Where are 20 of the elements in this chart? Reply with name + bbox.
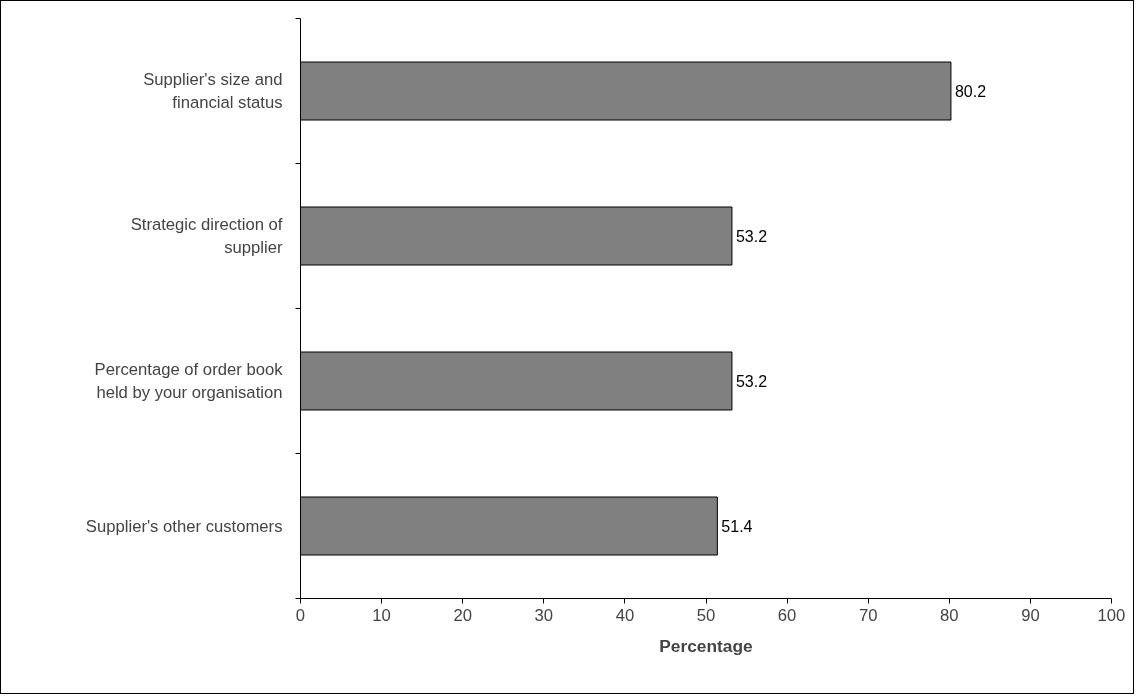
x-tick-label: 50	[696, 605, 716, 625]
data-label: 51.4	[721, 518, 753, 535]
y-tick-label: Percentage of order book held by your organisation	[94, 360, 284, 402]
x-axis-title: Percentage	[659, 635, 754, 656]
y-tick-label: Strategic direction of supplier	[130, 215, 283, 257]
x-tick-label: 30	[534, 605, 554, 625]
data-label: 80.2	[954, 83, 987, 100]
data-label: 53.2	[735, 228, 768, 245]
x-tick-label: 10	[372, 605, 391, 625]
x-tick-label: 0	[295, 605, 306, 625]
x-tick-label: 80	[940, 605, 959, 625]
x-tick-label: 100	[1097, 605, 1126, 625]
y-tick-label: Supplier's other customers	[85, 516, 283, 536]
y-tick-label: Supplier's size and financial status	[143, 70, 283, 112]
data-label: 53.2	[735, 373, 768, 390]
x-tick-label: 40	[615, 605, 635, 625]
x-tick-label: 90	[1021, 605, 1040, 625]
x-tick-label: 70	[858, 605, 878, 625]
x-tick-label: 20	[453, 605, 472, 625]
x-tick-label: 60	[777, 605, 797, 625]
